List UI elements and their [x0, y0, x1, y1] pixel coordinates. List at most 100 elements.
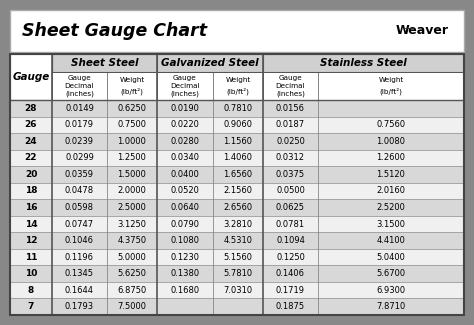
Text: 8: 8: [28, 286, 34, 295]
Text: Weight: Weight: [225, 77, 251, 83]
Bar: [10, 282, 464, 298]
Bar: [10, 10, 464, 52]
Text: 5.0400: 5.0400: [376, 253, 405, 262]
Bar: [157, 72, 213, 100]
Text: 16: 16: [25, 203, 37, 212]
Text: 3.1500: 3.1500: [376, 220, 405, 228]
Text: 0.7810: 0.7810: [223, 104, 253, 113]
Text: 1.0000: 1.0000: [118, 137, 146, 146]
Text: 0.0156: 0.0156: [276, 104, 305, 113]
Bar: [107, 72, 157, 100]
Text: —: —: [404, 23, 414, 33]
Text: 0.0790: 0.0790: [171, 220, 200, 228]
Text: 3.1250: 3.1250: [118, 220, 146, 228]
Text: Stainless Steel: Stainless Steel: [320, 58, 407, 68]
Text: 2.1560: 2.1560: [224, 187, 253, 195]
Text: 0.1250: 0.1250: [276, 253, 305, 262]
Bar: [10, 54, 52, 100]
Text: Sheet Gauge Chart: Sheet Gauge Chart: [22, 22, 207, 40]
Text: 0.0312: 0.0312: [276, 153, 305, 162]
Text: 0.1875: 0.1875: [276, 302, 305, 311]
Text: 0.0340: 0.0340: [171, 153, 200, 162]
Text: 2.5200: 2.5200: [376, 203, 405, 212]
Text: Gauge: Gauge: [68, 75, 91, 81]
Bar: [10, 133, 464, 150]
Text: 7.5000: 7.5000: [118, 302, 146, 311]
Text: 0.0359: 0.0359: [65, 170, 94, 179]
Text: 1.5120: 1.5120: [376, 170, 405, 179]
Text: 0.0640: 0.0640: [171, 203, 200, 212]
Text: Decimal: Decimal: [170, 83, 200, 89]
Bar: [157, 54, 263, 72]
Text: 5.6700: 5.6700: [376, 269, 406, 278]
Text: 0.0190: 0.0190: [171, 104, 200, 113]
Text: 0.1680: 0.1680: [171, 286, 200, 295]
Text: (lb/ft²): (lb/ft²): [120, 87, 144, 95]
Text: 20: 20: [25, 170, 37, 179]
Text: 0.0598: 0.0598: [65, 203, 94, 212]
Text: 1.6560: 1.6560: [223, 170, 253, 179]
Text: 0.0520: 0.0520: [171, 187, 200, 195]
Text: 0.0400: 0.0400: [171, 170, 200, 179]
Text: 1.2600: 1.2600: [376, 153, 405, 162]
Text: 2.0000: 2.0000: [118, 187, 146, 195]
Text: 0.1719: 0.1719: [276, 286, 305, 295]
Text: 0.0781: 0.0781: [276, 220, 305, 228]
Text: 6.8750: 6.8750: [118, 286, 146, 295]
Text: 0.0478: 0.0478: [65, 187, 94, 195]
Text: 0.0625: 0.0625: [276, 203, 305, 212]
Text: (inches): (inches): [276, 90, 305, 97]
Text: 0.7560: 0.7560: [376, 120, 406, 129]
Text: 4.4100: 4.4100: [376, 236, 405, 245]
Bar: [10, 166, 464, 183]
Text: 0.6250: 0.6250: [118, 104, 146, 113]
Text: 0.1196: 0.1196: [65, 253, 94, 262]
Text: 5.6250: 5.6250: [118, 269, 146, 278]
Text: 7.0310: 7.0310: [223, 286, 253, 295]
Text: 5.1560: 5.1560: [224, 253, 253, 262]
Text: 0.0280: 0.0280: [171, 137, 200, 146]
Text: Gauge: Gauge: [12, 72, 50, 82]
Text: 14: 14: [25, 220, 37, 228]
Text: (inches): (inches): [65, 90, 94, 97]
Text: 0.1230: 0.1230: [171, 253, 200, 262]
Text: 18: 18: [25, 187, 37, 195]
Bar: [10, 100, 464, 117]
Text: 7.8710: 7.8710: [376, 302, 406, 311]
Text: 2.5000: 2.5000: [118, 203, 146, 212]
Text: 0.0239: 0.0239: [65, 137, 94, 146]
Text: 12: 12: [25, 236, 37, 245]
Text: 0.1644: 0.1644: [65, 286, 94, 295]
Bar: [10, 183, 464, 199]
Text: Decimal: Decimal: [276, 83, 305, 89]
Text: 0.1080: 0.1080: [171, 236, 200, 245]
Text: 0.1406: 0.1406: [276, 269, 305, 278]
Text: Sheet Steel: Sheet Steel: [71, 58, 138, 68]
Bar: [10, 54, 464, 315]
Bar: [10, 298, 464, 315]
Text: Weight: Weight: [119, 77, 145, 83]
Bar: [52, 54, 157, 72]
Text: 28: 28: [25, 104, 37, 113]
Text: 0.1793: 0.1793: [65, 302, 94, 311]
Text: 0.1345: 0.1345: [65, 269, 94, 278]
Text: (inches): (inches): [171, 90, 200, 97]
Text: 1.2500: 1.2500: [118, 153, 146, 162]
Text: 5.0000: 5.0000: [118, 253, 146, 262]
Text: 0.0375: 0.0375: [276, 170, 305, 179]
Text: 0.0187: 0.0187: [276, 120, 305, 129]
Text: 1.5000: 1.5000: [118, 170, 146, 179]
Text: 1.0080: 1.0080: [376, 137, 405, 146]
Text: Decimal: Decimal: [65, 83, 94, 89]
Text: 7: 7: [28, 302, 34, 311]
Text: 1.1560: 1.1560: [224, 137, 253, 146]
Bar: [10, 249, 464, 266]
Text: 0.0149: 0.0149: [65, 104, 94, 113]
Text: 0.0500: 0.0500: [276, 187, 305, 195]
Text: 0.7500: 0.7500: [118, 120, 146, 129]
Text: 22: 22: [25, 153, 37, 162]
Text: 0.0220: 0.0220: [171, 120, 200, 129]
Text: 0.0250: 0.0250: [276, 137, 305, 146]
Bar: [10, 54, 464, 315]
Text: 0.0179: 0.0179: [65, 120, 94, 129]
